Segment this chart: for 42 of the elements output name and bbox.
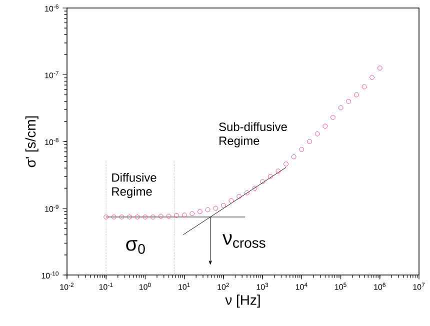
point <box>104 214 109 220</box>
point <box>260 179 266 184</box>
point <box>158 214 164 219</box>
point <box>174 213 179 218</box>
point <box>306 139 312 144</box>
point <box>276 168 281 174</box>
annotation: Diffusive Regime <box>112 173 156 198</box>
point <box>346 98 351 104</box>
point <box>370 75 375 80</box>
point <box>330 114 336 120</box>
point <box>377 66 382 70</box>
annotation: ν$_{cross}$ <box>222 234 266 248</box>
point <box>198 209 202 214</box>
annotation: σ$_{0}$ <box>126 240 145 254</box>
point <box>142 214 148 220</box>
point <box>190 211 195 216</box>
point <box>127 214 132 220</box>
point <box>244 190 250 196</box>
point <box>220 203 226 208</box>
annotation: Sub-diffusive Regime <box>219 122 287 148</box>
point <box>205 207 210 212</box>
point <box>134 214 140 220</box>
point <box>150 214 156 220</box>
point <box>322 124 328 129</box>
point <box>111 214 116 220</box>
point <box>166 214 172 219</box>
point <box>119 214 124 220</box>
point <box>299 147 304 152</box>
point <box>284 162 288 166</box>
x-axis-title: ν [Hz] <box>225 294 260 308</box>
point <box>213 206 218 211</box>
point <box>291 154 296 160</box>
point <box>236 194 242 199</box>
point <box>182 212 187 218</box>
point <box>228 198 234 204</box>
point <box>338 105 344 110</box>
point <box>362 84 367 90</box>
point <box>268 174 273 179</box>
y-axis-title: σ' [s/cm] <box>25 116 38 168</box>
point <box>354 92 359 98</box>
point <box>252 186 258 191</box>
point <box>314 131 320 136</box>
